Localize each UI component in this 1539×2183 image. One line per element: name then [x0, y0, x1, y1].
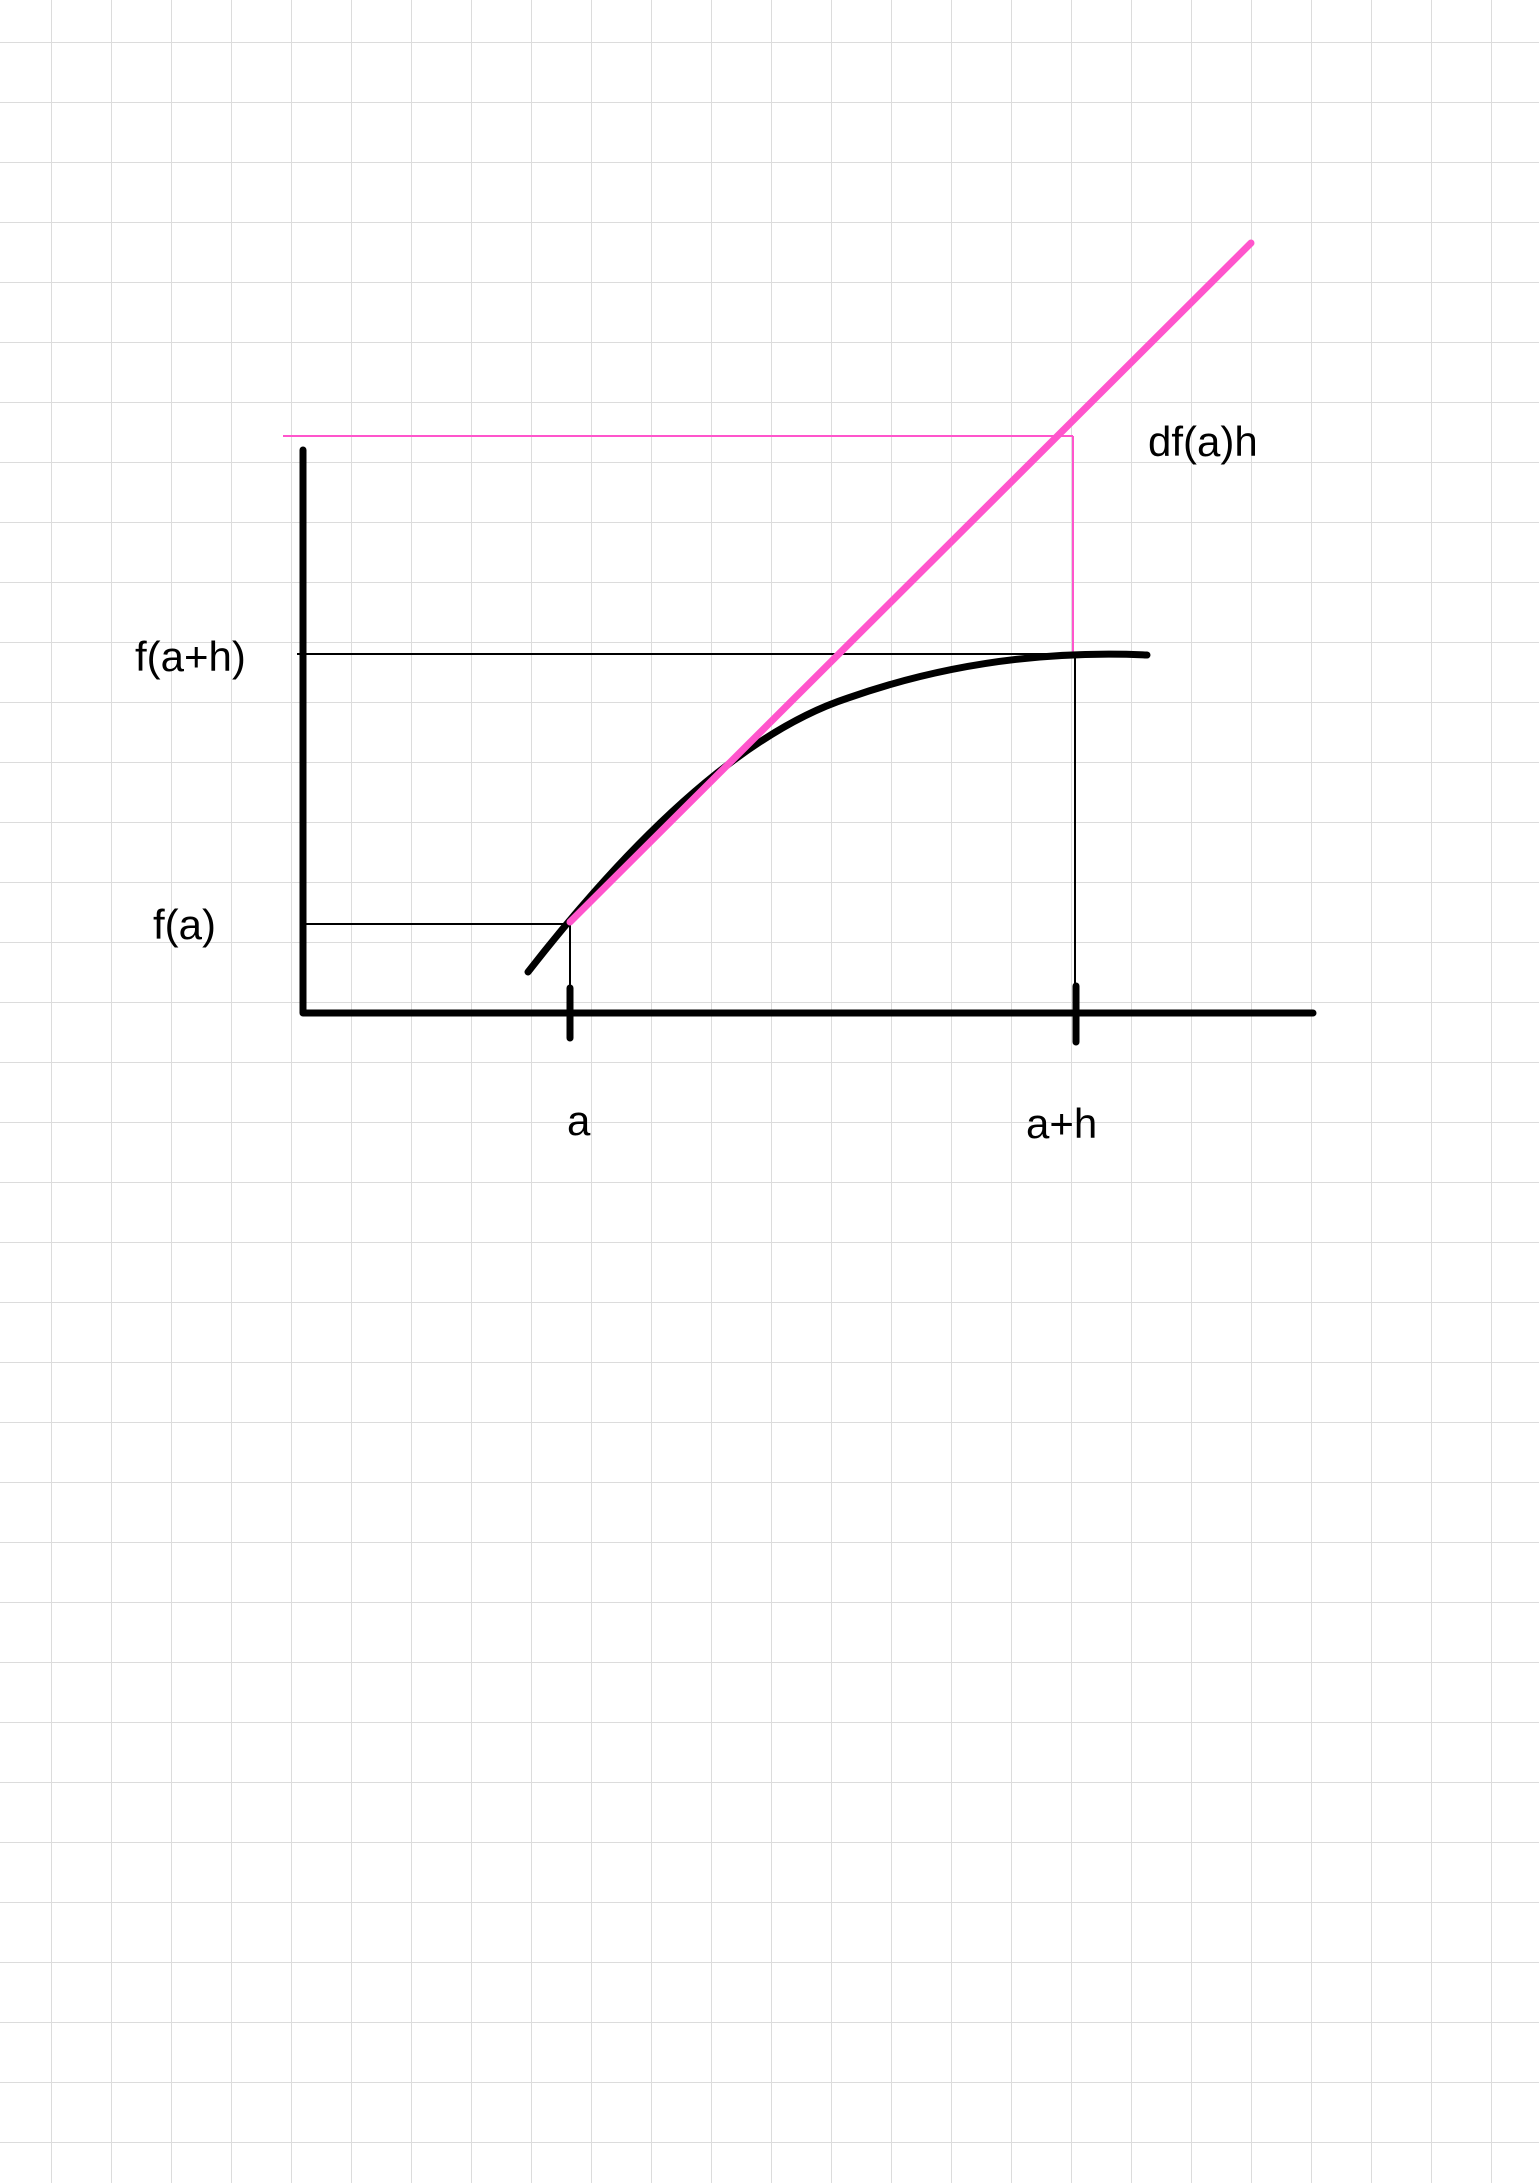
f-a-plus-h-label: f(a+h) — [135, 633, 246, 680]
f-a-label: f(a) — [153, 901, 216, 948]
axes — [299, 446, 1317, 1017]
function-curve — [524, 650, 1151, 976]
tangent-line — [566, 239, 1255, 926]
a-label: a — [567, 1097, 591, 1144]
differential-label: df(a)h — [1148, 418, 1258, 465]
a-plus-h-label: a+h — [1026, 1100, 1097, 1147]
